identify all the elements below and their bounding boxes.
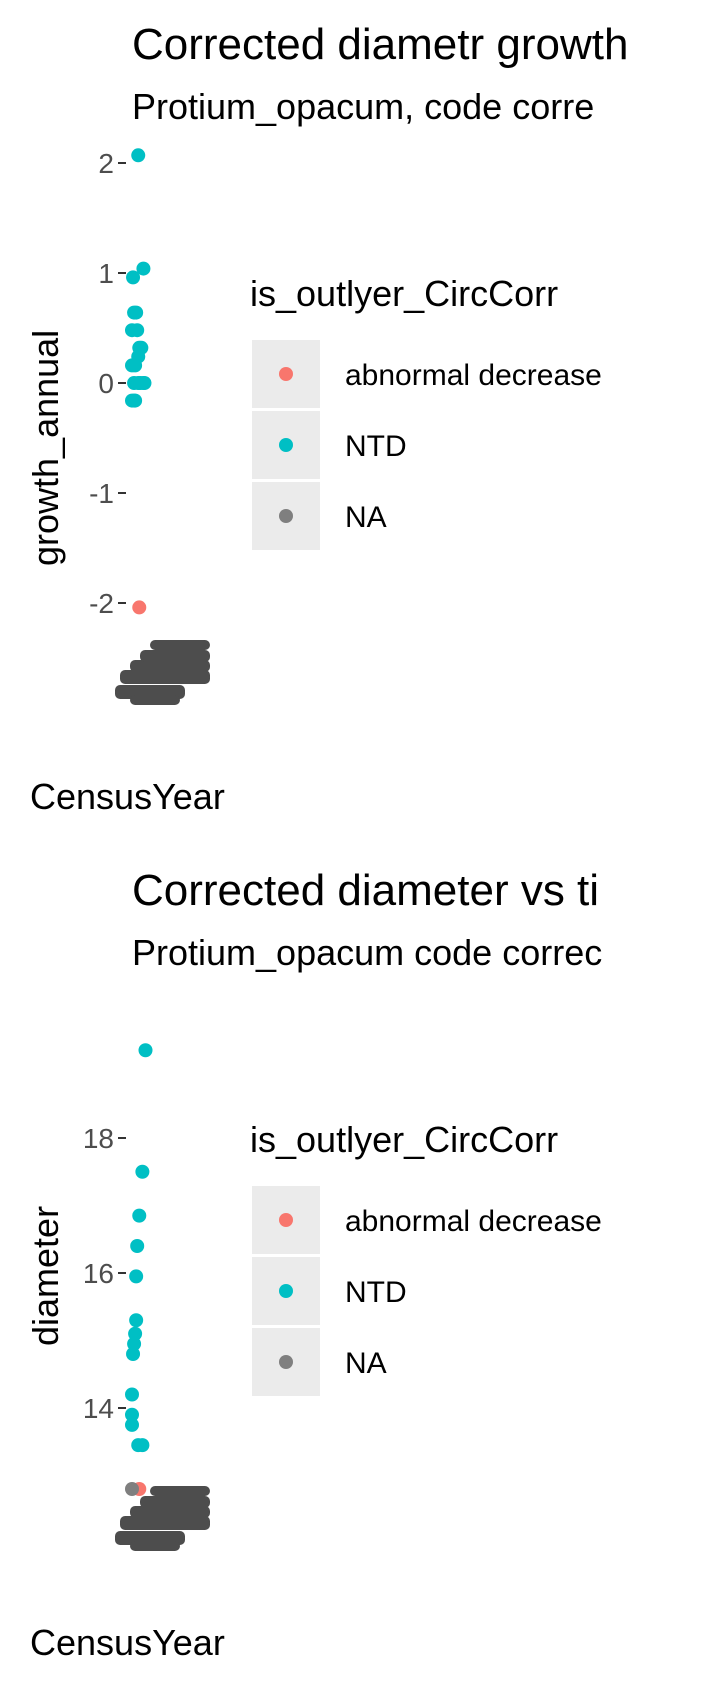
data-point [135, 1438, 150, 1453]
x-tick-label [130, 660, 210, 672]
x-tick-label [140, 650, 210, 662]
data-point [129, 1313, 144, 1328]
data-point [129, 1269, 144, 1284]
y-tick-label: 0 [98, 368, 114, 399]
data-point [135, 1164, 150, 1179]
data-point [127, 1336, 142, 1351]
data-point [128, 1326, 143, 1341]
data-point [138, 1043, 153, 1058]
diameter-scatter-plot: 18 16 14 [83, 1043, 210, 1551]
legend-label-na: NA [345, 501, 387, 534]
y-tick-label: 18 [83, 1123, 114, 1154]
chart-title: Corrected diameter vs ti [132, 866, 600, 915]
data-point [130, 323, 145, 338]
data-point [126, 270, 141, 285]
growth-scatter-plot: 2 1 0 -1 -2 [89, 148, 210, 705]
legend-label-abnormal-decrease: abnormal decrease [345, 359, 602, 392]
legend-key-ntd [252, 411, 320, 479]
legend-dot [279, 438, 293, 452]
legend-dot [279, 1355, 293, 1369]
y-tick-label: 16 [83, 1258, 114, 1289]
x-tick-label [130, 1541, 180, 1551]
data-point [128, 358, 143, 373]
y-tick-label: 2 [98, 148, 114, 179]
legend-title: is_outlyer_CircCorr [250, 1119, 559, 1160]
data-point [131, 148, 146, 163]
diameter-chart-panel: Corrected diameter vs ti Protium_opacum … [0, 846, 728, 1692]
legend-key-ntd [252, 1257, 320, 1325]
x-tick-labels [115, 640, 210, 705]
legend-label-na: NA [345, 1347, 387, 1380]
x-tick-label [130, 695, 180, 705]
x-tick-label [120, 670, 210, 684]
y-tick-label: 1 [98, 258, 114, 289]
x-tick-label [150, 1486, 210, 1496]
x-tick-label [130, 1506, 210, 1518]
data-point [126, 1347, 141, 1361]
legend-dot [279, 509, 293, 523]
chart-subtitle: Protium_opacum, code corre [132, 86, 595, 127]
legend-label-ntd: NTD [345, 1276, 407, 1309]
data-point [132, 600, 147, 615]
data-point [125, 1417, 139, 1432]
data-point [128, 393, 143, 408]
y-tick-label: 14 [83, 1393, 114, 1424]
data-point [136, 261, 151, 276]
legend-dot [279, 1284, 293, 1298]
legend-key-abnormal-decrease [252, 340, 320, 408]
data-point [130, 1239, 145, 1253]
x-tick-label [140, 1496, 210, 1508]
legend-label-abnormal-decrease: abnormal decrease [345, 1205, 602, 1238]
data-point [129, 305, 144, 320]
legend-key-na [252, 1328, 320, 1396]
x-axis-label: CensusYear [30, 776, 225, 817]
legend-key-abnormal-decrease [252, 1186, 320, 1254]
data-point [132, 1208, 147, 1223]
legend-key-na [252, 482, 320, 550]
x-axis-label: CensusYear [30, 1622, 225, 1663]
data-point [125, 1407, 139, 1422]
legend-dot [279, 367, 293, 381]
y-tick-label: -1 [89, 478, 114, 509]
x-tick-label [120, 1516, 210, 1530]
data-point [137, 376, 152, 390]
legend-label-ntd: NTD [345, 430, 407, 463]
legend-dot [279, 1213, 293, 1227]
legend-title: is_outlyer_CircCorr [250, 273, 559, 314]
x-tick-label [150, 640, 210, 650]
x-tick-labels [115, 1486, 210, 1551]
y-tick-label: -2 [89, 588, 114, 619]
data-point [125, 1387, 139, 1402]
chart-title: Corrected diametr growth [132, 20, 629, 69]
growth-chart-panel: Corrected diametr growth Protium_opacum,… [0, 0, 728, 846]
chart-subtitle: Protium_opacum code correc [132, 932, 603, 973]
data-point [125, 1482, 139, 1496]
